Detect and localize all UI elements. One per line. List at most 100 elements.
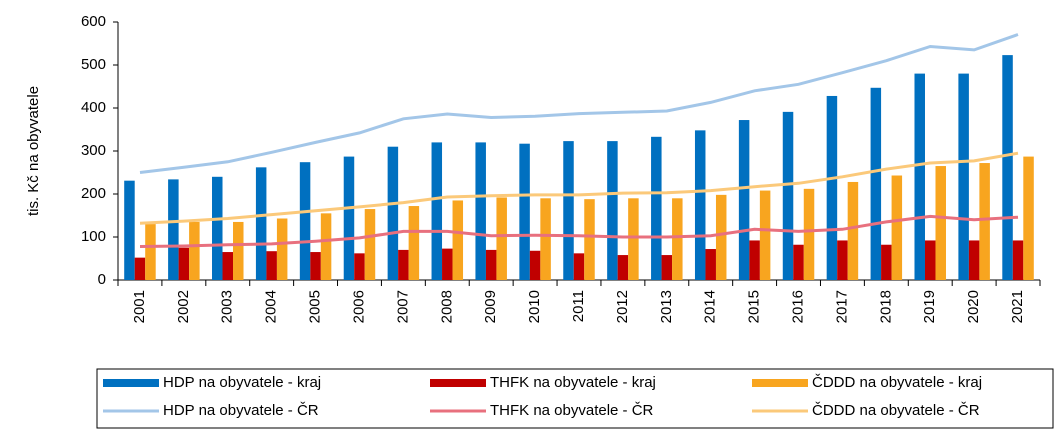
- bar: [672, 198, 683, 280]
- x-tick-label: 2004: [263, 290, 280, 323]
- bar: [442, 248, 453, 280]
- x-tick-label: 2010: [526, 290, 543, 323]
- x-tick-label: 2007: [394, 290, 411, 323]
- bar: [607, 141, 618, 280]
- bar: [914, 73, 925, 280]
- bar: [870, 87, 882, 280]
- bar: [1012, 240, 1024, 280]
- x-tick-label: 2015: [746, 290, 763, 323]
- bar: [749, 240, 760, 280]
- bar: [617, 255, 629, 280]
- bar: [793, 244, 804, 280]
- legend-box: [96, 368, 1054, 429]
- legend-label: HDP na obyvatele - kraj: [163, 374, 321, 391]
- bar: [847, 181, 859, 280]
- bar: [826, 95, 838, 281]
- bar: [266, 251, 277, 280]
- legend-label: THFK na obyvatele - kraj: [490, 374, 656, 391]
- bar: [299, 162, 311, 280]
- bar: [168, 179, 179, 280]
- y-tick-label: 300: [81, 142, 106, 159]
- bar: [715, 194, 727, 280]
- y-tick-label: 400: [81, 99, 106, 116]
- line: [139, 214, 1019, 248]
- bar: [452, 200, 464, 280]
- x-tick-label: 2021: [1009, 290, 1026, 323]
- x-tick-label: 2011: [570, 290, 587, 322]
- x-tick-label: 2017: [833, 290, 850, 323]
- legend-swatch: [430, 379, 486, 387]
- bar: [343, 156, 355, 280]
- y-tick-label: 0: [98, 271, 106, 288]
- x-tick-label: 2008: [438, 290, 455, 323]
- bar: [496, 197, 507, 280]
- bar: [255, 167, 267, 280]
- y-tick-label: 600: [81, 13, 106, 30]
- x-tick-label: 2001: [131, 290, 148, 323]
- x-tick-label: 2006: [350, 290, 367, 323]
- bar: [519, 143, 530, 280]
- x-tick-label: 2005: [307, 290, 324, 323]
- bar: [387, 146, 399, 280]
- y-tick-label: 200: [81, 185, 106, 202]
- line: [139, 33, 1019, 174]
- bar: [738, 120, 750, 280]
- bar: [189, 221, 200, 280]
- legend-label: ČDDD na obyvatele - ČR: [812, 402, 980, 419]
- bar: [803, 188, 815, 280]
- bar: [475, 142, 486, 280]
- legend-label: ČDDD na obyvatele - kraj: [812, 374, 982, 391]
- bar: [276, 218, 288, 280]
- x-tick-label: 2012: [614, 290, 631, 323]
- y-axis-label: tis. Kč na obyvatele: [25, 86, 42, 216]
- bar: [705, 249, 716, 280]
- legend-swatch: [103, 379, 159, 387]
- x-tick-label: 2016: [789, 290, 806, 323]
- bar: [222, 252, 234, 280]
- bar: [320, 213, 332, 280]
- x-tick-label: 2009: [482, 290, 499, 323]
- bar: [968, 240, 980, 280]
- bar: [145, 224, 156, 280]
- legend-swatch: [752, 379, 808, 387]
- bar: [979, 163, 990, 280]
- bar: [529, 250, 541, 280]
- bar: [134, 257, 146, 280]
- bar: [431, 142, 443, 280]
- x-tick-label: 2020: [965, 290, 982, 323]
- bar: [233, 221, 244, 280]
- y-tick-label: 100: [81, 228, 106, 245]
- bar: [1023, 156, 1034, 280]
- bar: [212, 176, 223, 280]
- bar: [924, 240, 936, 280]
- bar: [891, 175, 903, 280]
- bar: [694, 130, 706, 280]
- bar: [573, 253, 585, 280]
- bar: [881, 244, 892, 280]
- legend-label: HDP na obyvatele - ČR: [163, 402, 319, 419]
- y-tick-label: 500: [81, 56, 106, 73]
- bar: [178, 247, 190, 280]
- bar: [310, 252, 321, 280]
- line: [139, 151, 1019, 225]
- bar: [584, 199, 595, 280]
- bar: [540, 198, 551, 280]
- bar: [837, 240, 848, 280]
- bar: [1002, 55, 1013, 280]
- bar: [651, 136, 662, 280]
- x-tick-label: 2014: [702, 290, 719, 323]
- bar: [485, 249, 497, 280]
- bar: [759, 190, 771, 280]
- bar: [563, 141, 574, 280]
- bar: [398, 249, 409, 280]
- x-tick-label: 2002: [175, 290, 192, 323]
- bar: [124, 180, 135, 280]
- x-tick-label: 2003: [219, 290, 236, 323]
- bar: [364, 209, 376, 280]
- bar: [661, 255, 673, 280]
- x-tick-label: 2013: [658, 290, 675, 323]
- bar: [958, 73, 969, 280]
- bar: [628, 198, 639, 280]
- x-tick-label: 2018: [877, 290, 894, 323]
